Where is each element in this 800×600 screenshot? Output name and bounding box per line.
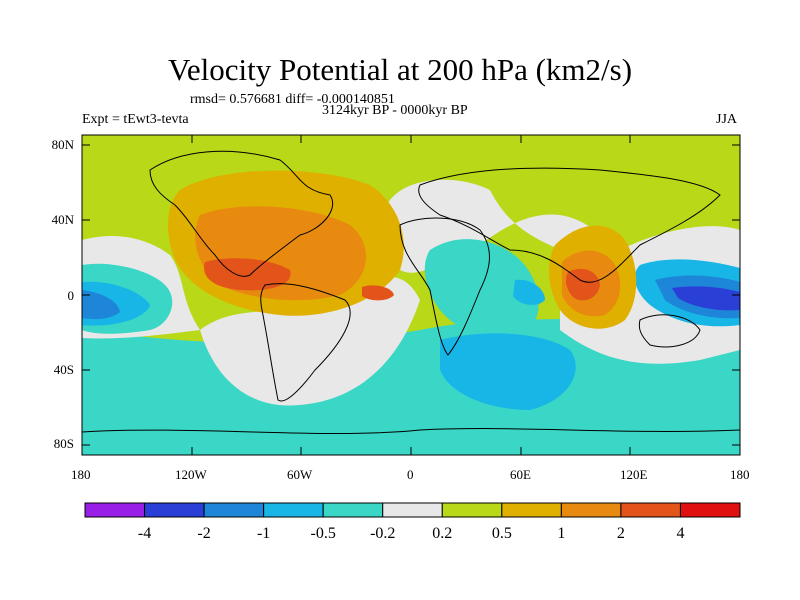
contour-fill-red-asia [566,268,600,301]
colorbar-label: 0.5 [492,525,512,542]
coastline-australia [638,314,701,348]
colorbar-swatch [501,502,562,518]
coastline-north-america [149,150,334,277]
contour-fill-lightblue-arabia [513,279,545,305]
chart-title: Velocity Potential at 200 hPa (km2/s) [167,52,633,87]
lat-label-40n: 40N [51,212,74,227]
contour-fill-red-caribbean [204,258,291,291]
colorbar-swatch [263,502,324,518]
lon-label-60e: 60E [510,467,531,482]
colorbar-swatch [144,502,205,518]
colorbar-label: -2 [197,525,210,542]
colorbar-label: -1 [257,525,270,542]
coastlines [82,150,740,435]
lat-label-80s: 80S [53,436,74,451]
contour-fill-darkblue-wpac [672,286,740,311]
lat-label-eq: 0 [67,288,75,303]
colorbar-label: 2 [617,525,625,542]
colorbar-swatch [203,502,265,518]
colorbar-swatch [382,502,443,518]
lon-label-120w: 120W [175,467,207,482]
colorbar-label: -0.5 [311,525,336,542]
period-label: 3124kyr BP - 0000kyr BP [322,103,468,118]
colorbar-label: 1 [557,525,565,542]
colorbar-swatch [441,502,503,518]
colorbar-label: -4 [138,525,151,542]
lat-label-40s: 40S [53,362,74,377]
contour-fill-grey-americas [200,276,420,406]
stats-text: rmsd= 0.576681 diff= -0.000140851 [190,92,395,107]
colorbar-label: 4 [676,525,684,542]
lon-label-180w: 180 [71,467,91,482]
colorbar-swatch [560,502,622,518]
lat-label-80n: 80N [51,137,74,152]
colorbar-swatch [620,502,681,518]
contour-fill-red-atlantic [362,285,394,301]
lon-label-120e: 120E [620,467,648,482]
coastline-south-america [260,283,351,402]
contour-fill-cyan-africa [424,239,539,338]
colorbar: -4 -2 -1 -0.5 -0.2 0.2 0.5 1 2 4 [84,502,741,542]
coastline-eurasia [418,167,721,283]
coastline-antarctica [82,428,740,435]
lon-label-60w: 60W [287,467,313,482]
axis-ticks [81,135,741,455]
colorbar-swatch [679,502,741,518]
coastline-africa [399,217,490,356]
lon-label-0: 0 [407,467,414,482]
colorbar-swatch [84,502,146,518]
season-label: JJA [716,112,738,127]
contour-fill-lightblue-south-atl [440,333,576,410]
lon-label-180e: 180 [730,467,750,482]
contour-fill-layer [82,135,740,455]
experiment-label: Expt = tEwt3-tevta [82,112,189,127]
colorbar-label: 0.2 [432,525,452,542]
colorbar-swatch [322,502,384,518]
colorbar-label: -0.2 [370,525,395,542]
contour-fill-blue-epac [82,290,120,320]
